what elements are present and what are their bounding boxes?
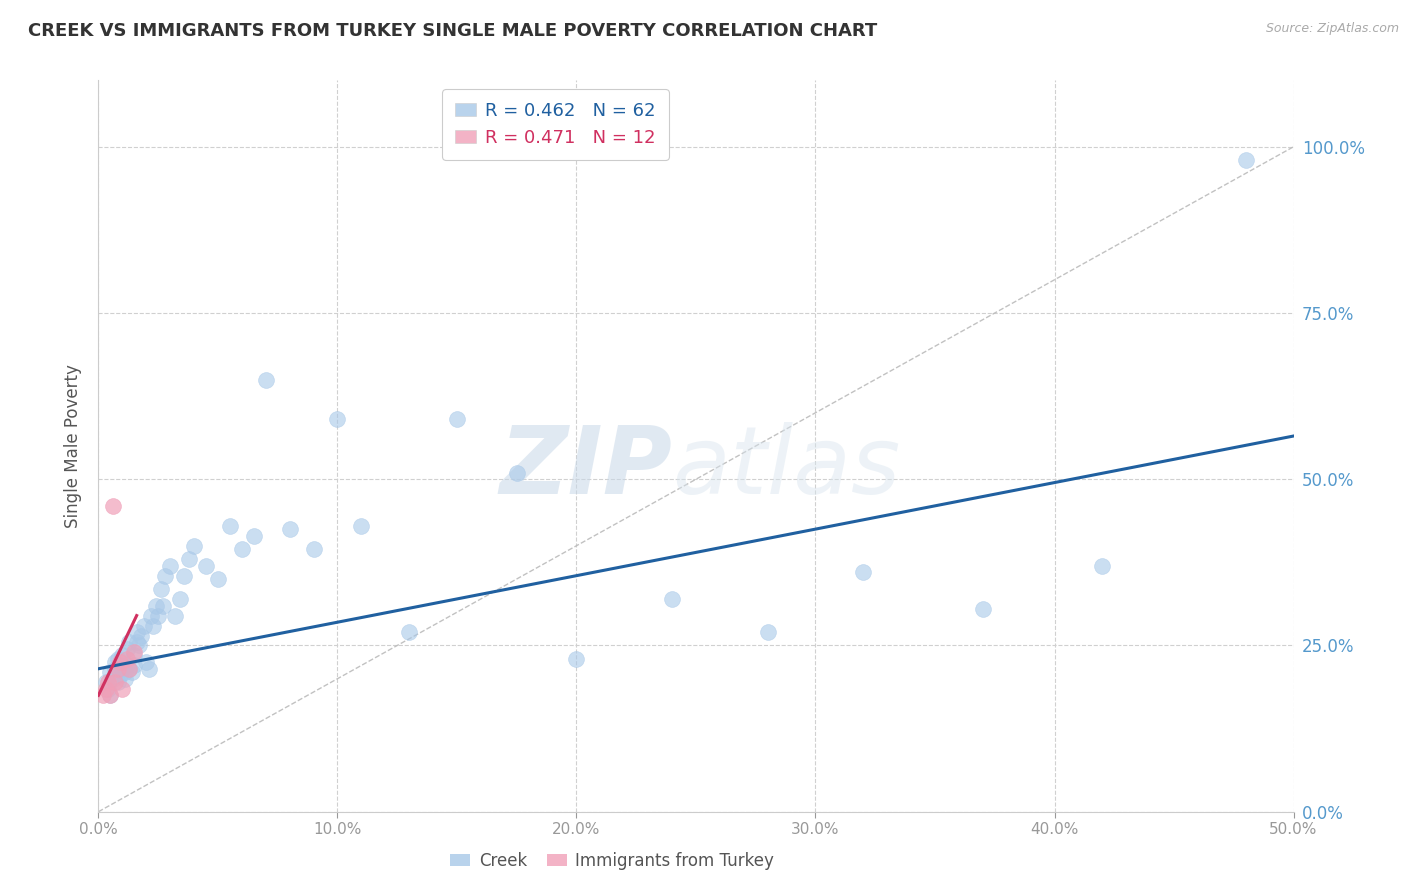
Point [326,412,349,426]
Point [194,558,218,573]
Point [159,558,181,573]
Point [91,689,114,703]
Point [108,658,131,673]
Point [152,599,174,613]
Point [183,539,205,553]
Point [94,681,117,696]
Point [101,499,124,513]
Point [506,466,529,480]
Point [138,662,160,676]
Point [169,591,191,606]
Point [98,665,122,679]
Point [207,572,229,586]
Point [139,608,162,623]
Point [118,635,141,649]
Point [148,608,170,623]
Point [131,628,153,642]
Point [661,591,683,606]
Point [155,568,177,582]
Point [118,662,141,676]
Point [145,599,167,613]
Point [108,655,131,669]
Point [446,412,468,426]
Point [128,639,150,653]
Point [149,582,172,596]
Point [115,652,138,666]
Point [135,655,157,669]
Point [97,675,120,690]
Point [104,675,127,690]
Point [111,681,134,696]
Point [107,652,129,666]
Point [98,689,122,703]
Point [111,648,134,663]
Point [398,625,420,640]
Point [179,552,201,566]
Point [219,518,242,533]
Point [231,542,253,557]
Text: CREEK VS IMMIGRANTS FROM TURKEY SINGLE MALE POVERTY CORRELATION CHART: CREEK VS IMMIGRANTS FROM TURKEY SINGLE M… [28,22,877,40]
Text: atlas: atlas [672,423,900,514]
Point [125,625,148,640]
Point [114,665,136,679]
Point [254,372,277,386]
Point [104,662,127,676]
Point [972,602,994,616]
Point [302,542,325,557]
Point [107,662,129,676]
Point [852,566,875,580]
Point [125,635,148,649]
Y-axis label: Single Male Poverty: Single Male Poverty [65,364,83,528]
Point [756,625,779,640]
Point [278,522,301,536]
Point [98,689,122,703]
Point [132,618,155,632]
Point [163,608,186,623]
Text: Source: ZipAtlas.com: Source: ZipAtlas.com [1265,22,1399,36]
Point [350,518,373,533]
Point [124,658,146,673]
Point [124,648,146,663]
Text: ZIP: ZIP [499,422,672,514]
Point [108,668,131,682]
Point [115,658,138,673]
Point [97,681,120,696]
Point [173,568,195,582]
Point [1091,558,1114,573]
Point [121,665,143,679]
Legend: Creek, Immigrants from Turkey: Creek, Immigrants from Turkey [444,846,780,877]
Point [114,672,136,686]
Point [565,652,588,666]
Point [1234,153,1257,167]
Point [111,662,134,676]
Point [243,529,266,543]
Point [118,662,141,676]
Point [94,675,117,690]
Point [101,672,124,686]
Point [104,655,127,669]
Point [142,618,165,632]
Point [115,641,138,656]
Point [124,645,146,659]
Point [107,675,129,690]
